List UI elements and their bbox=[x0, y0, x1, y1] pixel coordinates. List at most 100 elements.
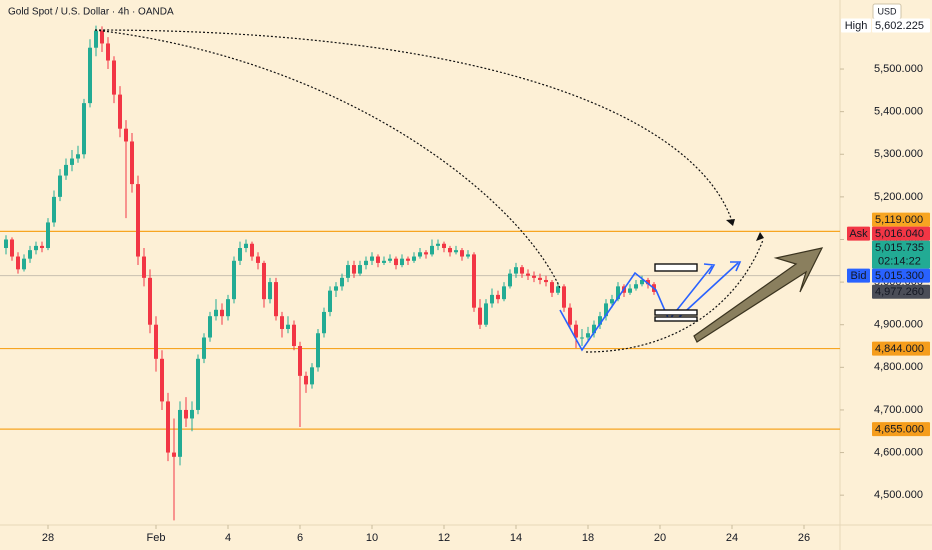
zone-box bbox=[654, 263, 698, 272]
price-tag bbox=[872, 212, 930, 227]
x-tick-label: 4 bbox=[225, 532, 231, 544]
arrow-head bbox=[756, 232, 764, 241]
big-arrow bbox=[693, 247, 824, 343]
candle-body bbox=[616, 286, 620, 300]
candle-body bbox=[454, 250, 458, 253]
price-tag-label: 5,119.000 bbox=[875, 214, 923, 226]
x-tick-label: 20 bbox=[654, 532, 666, 544]
candle-body bbox=[184, 409, 188, 419]
candle-body bbox=[238, 248, 242, 261]
candle-body bbox=[520, 267, 524, 274]
candle-body bbox=[112, 60, 116, 95]
arrow-head bbox=[730, 261, 742, 272]
candle-body bbox=[448, 248, 452, 253]
dotted-arc bbox=[94, 29, 734, 225]
candle-body bbox=[220, 309, 224, 317]
candle-body bbox=[232, 260, 236, 300]
price-tag-name: Ask bbox=[849, 228, 868, 240]
candle-body bbox=[46, 222, 50, 249]
candle-body bbox=[646, 279, 650, 285]
candle-body bbox=[172, 452, 176, 457]
y-tick-label: 4,700.000 bbox=[874, 404, 923, 416]
candle-body bbox=[400, 258, 404, 266]
candle-body bbox=[58, 175, 62, 197]
candle-body bbox=[328, 290, 332, 312]
candle-body bbox=[202, 337, 206, 359]
x-tick-label: Feb bbox=[147, 532, 166, 544]
price-tag bbox=[872, 268, 930, 283]
price-tag bbox=[872, 284, 930, 299]
candle-body bbox=[166, 401, 170, 453]
candle-body bbox=[268, 282, 272, 300]
level-tag-label: 4,844.000 bbox=[875, 343, 924, 355]
candle-body bbox=[562, 286, 566, 308]
candle-body bbox=[208, 316, 212, 338]
candle-body bbox=[358, 265, 362, 274]
candle-body bbox=[16, 256, 20, 270]
candle-body bbox=[304, 375, 308, 385]
y-tick-label: 4,900.000 bbox=[874, 319, 923, 331]
candle-body bbox=[526, 273, 530, 276]
candle-body bbox=[322, 311, 326, 334]
candle-body bbox=[316, 333, 320, 368]
candle-body bbox=[424, 252, 428, 255]
price-tag-label: 5,016.040 bbox=[875, 228, 924, 240]
candle-body bbox=[556, 286, 560, 293]
candle-body bbox=[460, 250, 464, 257]
candle-body bbox=[130, 141, 134, 185]
x-tick-label: 10 bbox=[366, 532, 378, 544]
price-tag bbox=[872, 226, 930, 241]
candle-body bbox=[256, 256, 260, 263]
arrow-heads bbox=[726, 219, 764, 241]
candle-body bbox=[388, 258, 392, 261]
candle-body bbox=[466, 254, 470, 257]
price-tag bbox=[872, 240, 930, 269]
candle-body bbox=[412, 256, 416, 261]
countdown: 02:14:22 bbox=[878, 255, 921, 267]
candle-body bbox=[406, 258, 410, 261]
boxes bbox=[654, 263, 698, 322]
candle-body bbox=[214, 309, 218, 317]
candle-body bbox=[628, 288, 632, 293]
candle-body bbox=[178, 409, 182, 457]
candle-body bbox=[136, 184, 140, 257]
candle-body bbox=[490, 294, 494, 304]
candle-body bbox=[28, 250, 32, 259]
y-tick-label: 4,800.000 bbox=[874, 361, 923, 373]
candle-body bbox=[22, 258, 26, 270]
y-tick-label: 5,200.000 bbox=[874, 191, 923, 203]
candle-body bbox=[118, 94, 122, 129]
candle-body bbox=[94, 30, 98, 48]
x-tick-label: 18 bbox=[582, 532, 594, 544]
price-tag-name: Bid bbox=[851, 270, 867, 282]
x-tick-label: 14 bbox=[510, 532, 522, 544]
candle-body bbox=[610, 299, 614, 304]
candle-body bbox=[226, 299, 230, 317]
candle-body bbox=[262, 262, 266, 300]
level-tag bbox=[872, 422, 930, 437]
x-tick-label: 6 bbox=[297, 532, 303, 544]
level-tag-label: 4,655.000 bbox=[875, 424, 924, 436]
candle-body bbox=[196, 358, 200, 410]
currency: USD bbox=[877, 6, 897, 16]
price-tag-name-box bbox=[847, 226, 870, 241]
chart-title: Gold Spot / U.S. Dollar · 4h · OANDA bbox=[8, 7, 174, 18]
candle-body bbox=[514, 267, 518, 274]
candle-body bbox=[580, 337, 584, 339]
candle-body bbox=[88, 47, 92, 104]
candle-body bbox=[190, 409, 194, 419]
candle-body bbox=[550, 282, 554, 293]
candle-body bbox=[280, 316, 284, 329]
x-tick-label: 12 bbox=[438, 532, 450, 544]
candle-body bbox=[502, 286, 506, 300]
price-tag-name-box bbox=[847, 268, 870, 283]
candle-body bbox=[124, 128, 128, 142]
x-tick-label: 28 bbox=[42, 532, 54, 544]
candle-body bbox=[346, 265, 350, 278]
candle-body bbox=[70, 158, 74, 165]
y-tick-label: 5,400.000 bbox=[874, 106, 923, 118]
candle-body bbox=[484, 303, 488, 325]
candle-body bbox=[334, 286, 338, 291]
zone-box bbox=[654, 316, 698, 322]
y-tick-label: 4,500.000 bbox=[874, 489, 923, 501]
